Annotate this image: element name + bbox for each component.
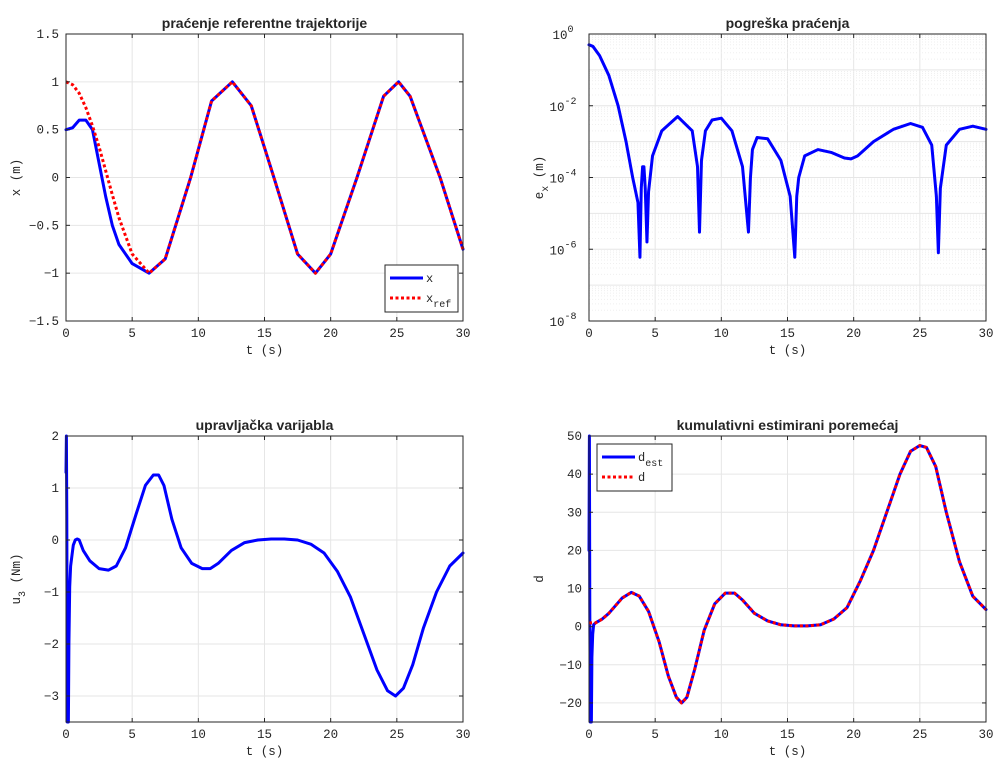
- tracking-legend-entry: xref: [426, 292, 451, 311]
- tracking-ytick-label: 1.5: [36, 28, 59, 42]
- control-xtick-label: 30: [455, 728, 470, 742]
- disturbance-xlabel: t (s): [769, 745, 807, 759]
- disturbance-legend-entry: dest: [638, 451, 663, 470]
- tracking-ylabel: x (m): [10, 159, 24, 197]
- error-ytick-label: 10-4: [549, 169, 576, 187]
- control-ytick-label: 0: [51, 534, 59, 548]
- error-ylabel: ex (m): [533, 156, 552, 200]
- control-ytick-label: −1: [44, 586, 59, 600]
- tracking-xtick-label: 5: [128, 327, 136, 341]
- tracking-series-x_ref-line: [65, 80, 465, 275]
- disturbance-xtick-label: 0: [585, 728, 593, 742]
- error-xtick-label: 0: [585, 327, 593, 341]
- disturbance-ytick-label: 40: [567, 468, 582, 482]
- control-ytick-label: 2: [51, 430, 59, 444]
- control-xtick-label: 0: [62, 728, 70, 742]
- disturbance-ytick-label: 0: [574, 621, 582, 635]
- control-xtick-label: 20: [323, 728, 338, 742]
- error-ytick-label: 10-8: [549, 312, 576, 330]
- disturbance-series-d-line: [589, 444, 988, 705]
- disturbance-ytick-label: 30: [567, 506, 582, 520]
- tracking-title: praćenje referentne trajektorije: [162, 15, 368, 31]
- error-panel: 0 5 10 15 20 25 30 10-8 10-6 10-4 10-2 100 pogreška …: [533, 15, 994, 358]
- disturbance-legend-entry: d: [638, 471, 645, 485]
- control-ytick-label: −2: [44, 638, 59, 652]
- disturbance-title: kumulativni estimirani poremećaj: [677, 417, 899, 433]
- error-xlabel: t (s): [769, 344, 807, 358]
- disturbance-ylabel: d: [533, 575, 547, 583]
- disturbance-xtick-label: 20: [846, 728, 861, 742]
- tracking-ytick-label: −1.5: [29, 315, 59, 329]
- disturbance-ytick-label: −10: [559, 659, 582, 673]
- error-series-line-line: [587, 43, 988, 259]
- error-xtick-label: 20: [846, 327, 861, 341]
- control-xtick-label: 25: [389, 728, 404, 742]
- tracking-ytick-label: 0: [51, 172, 59, 186]
- disturbance-ytick-label: 20: [567, 544, 582, 558]
- tracking-xtick-label: 15: [257, 327, 272, 341]
- error-title: pogreška praćenja: [726, 15, 850, 31]
- disturbance-ytick-label: 10: [567, 583, 582, 597]
- error-xtick-label: 10: [714, 327, 729, 341]
- tracking-xtick-label: 10: [191, 327, 206, 341]
- disturbance-panel: 0 5 10 15 20 25 30 −20 −10 0 10 20 30 40 50 kumulativni…: [533, 417, 994, 759]
- control-xlabel: t (s): [246, 745, 284, 759]
- tracking-xtick-label: 25: [389, 327, 404, 341]
- error-xtick-label: 5: [651, 327, 659, 341]
- tracking-legend: x xref: [384, 264, 459, 313]
- error-xtick-label: 15: [780, 327, 795, 341]
- disturbance-xtick-label: 25: [912, 728, 927, 742]
- tracking-ytick-label: −0.5: [29, 219, 59, 233]
- disturbance-xtick-label: 30: [978, 728, 993, 742]
- control-ytick-label: −3: [44, 690, 59, 704]
- tracking-xtick-label: 20: [323, 327, 338, 341]
- disturbance-xtick-label: 15: [780, 728, 795, 742]
- error-xtick-label: 30: [978, 327, 993, 341]
- disturbance-xtick-label: 10: [714, 728, 729, 742]
- tracking-ytick-label: 0.5: [36, 124, 59, 138]
- control-series-line-line: [64, 434, 465, 724]
- control-xtick-label: 10: [191, 728, 206, 742]
- tracking-panel: 0 5 10 15 20 25 30 −1.5 −1 −0.5 0 0.5 1 1.5 praćenje r…: [10, 15, 471, 358]
- disturbance-ytick-label: −20: [559, 697, 582, 711]
- disturbance-xtick-label: 5: [651, 728, 659, 742]
- control-panel: 0 5 10 15 20 25 30 −3 −2 −1 0 1 2 upravljačka varijab…: [10, 417, 471, 759]
- control-ylabel: u3 (Nm): [10, 553, 29, 604]
- error-ytick-label: 10-6: [549, 240, 576, 258]
- tracking-legend-entry: x: [426, 272, 433, 286]
- error-xtick-label: 25: [912, 327, 927, 341]
- error-ytick-label: 100: [552, 25, 573, 43]
- control-title: upravljačka varijabla: [196, 417, 334, 433]
- tracking-xtick-label: 0: [62, 327, 70, 341]
- tracking-xtick-label: 30: [455, 327, 470, 341]
- control-ytick-label: 1: [51, 482, 59, 496]
- control-xtick-label: 5: [128, 728, 136, 742]
- tracking-xlabel: t (s): [246, 344, 284, 358]
- disturbance-ytick-label: 50: [567, 430, 582, 444]
- control-xtick-label: 15: [257, 728, 272, 742]
- error-ytick-label: 10-2: [549, 97, 576, 115]
- tracking-ytick-label: 1: [51, 76, 59, 90]
- tracking-ytick-label: −1: [44, 267, 59, 281]
